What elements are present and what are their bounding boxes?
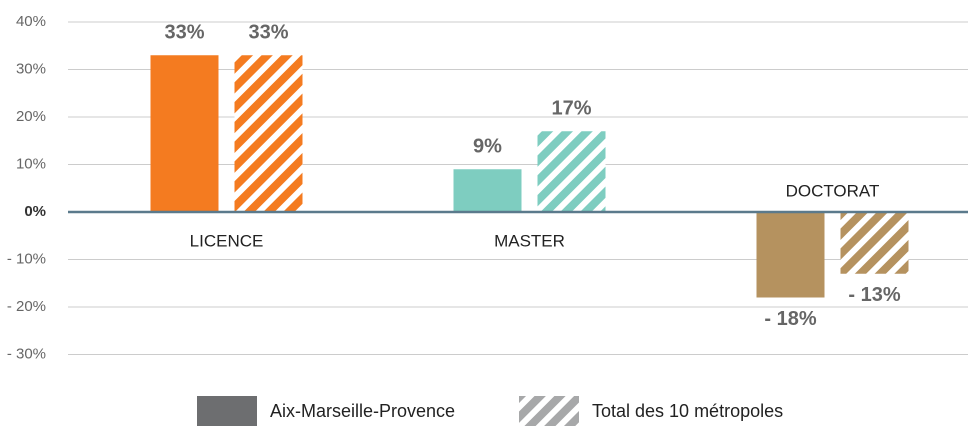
x-tick-label: LICENCE (190, 231, 264, 250)
y-tick-label: 30% (16, 60, 46, 77)
legend-label: Total des 10 métropoles (592, 401, 783, 421)
data-label: 17% (551, 98, 591, 120)
x-tick-label: DOCTORAT (786, 181, 880, 200)
bar (537, 131, 606, 212)
y-tick-label: - 30% (7, 345, 46, 362)
legend-swatch (197, 396, 257, 426)
data-label: - 13% (848, 284, 900, 306)
legend-label: Aix-Marseille-Provence (270, 401, 455, 421)
bar (234, 55, 303, 212)
y-tick-label: - 10% (7, 250, 46, 267)
x-tick-label: MASTER (494, 231, 565, 250)
data-label: 33% (164, 22, 204, 44)
y-tick-label: - 20% (7, 298, 46, 315)
data-label: - 18% (764, 308, 816, 330)
bar (756, 212, 825, 298)
bar (840, 212, 909, 274)
bar (453, 169, 522, 212)
y-tick-label: 10% (16, 155, 46, 172)
legend-swatch (519, 396, 579, 426)
data-label: 9% (473, 136, 502, 158)
bar (150, 55, 219, 212)
y-tick-label: 0% (24, 203, 46, 220)
y-tick-label: 40% (16, 13, 46, 30)
data-label: 33% (248, 22, 288, 44)
y-tick-label: 20% (16, 108, 46, 125)
